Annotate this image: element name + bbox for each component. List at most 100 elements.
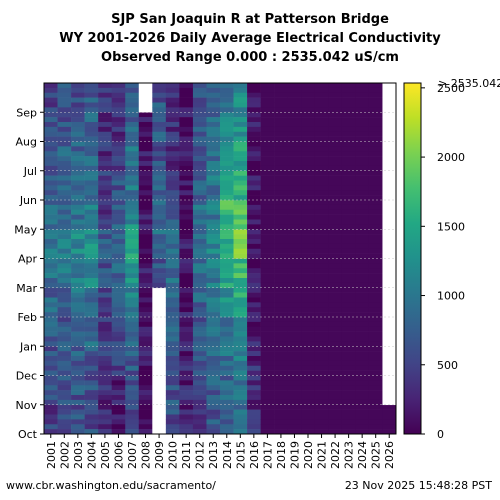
- x-tick-label: 2019: [288, 441, 301, 469]
- heatmap-cell: [192, 258, 207, 289]
- heatmap-cell: [71, 112, 85, 142]
- heatmap-cell: [98, 170, 112, 201]
- heatmap-cell: [165, 141, 180, 172]
- heatmap-cell: [314, 112, 329, 142]
- heatmap-cell: [355, 404, 370, 435]
- heatmap-cell: [220, 229, 234, 259]
- heatmap-cell: [152, 83, 167, 113]
- heatmap-cell: [44, 258, 58, 289]
- heatmap-cell: [314, 83, 329, 113]
- heatmap-cell: [368, 83, 383, 113]
- heatmap-cell: [165, 229, 180, 259]
- heatmap-cell: [287, 200, 302, 230]
- heatmap-cell: [125, 200, 140, 230]
- heatmap-cell: [301, 375, 316, 406]
- heatmap-cell: [125, 141, 140, 172]
- heatmap-cell: [328, 317, 343, 347]
- heatmap-cell: [165, 200, 180, 230]
- heatmap-cell: [368, 200, 383, 230]
- heatmap-cell: [382, 287, 397, 318]
- heatmap-cell: [301, 258, 316, 289]
- heatmap-cell: [57, 141, 72, 172]
- y-tick-label: May: [14, 223, 37, 236]
- heatmap-cell: [247, 229, 261, 259]
- heatmap-cell: [138, 317, 153, 347]
- source-url: www.cbr.washington.edu/sacramento/: [6, 479, 216, 492]
- heatmap-cell: [368, 404, 383, 435]
- heatmap-cell: [233, 112, 248, 142]
- heatmap-cell: [111, 170, 126, 201]
- heatmap-cell: [84, 112, 99, 142]
- heatmap-cell: [206, 287, 221, 318]
- heatmap-cell: [368, 229, 383, 259]
- heatmap-cell: [382, 170, 397, 201]
- heatmap-cell: [301, 346, 316, 376]
- heatmap-grid: [44, 111, 396, 406]
- x-tick-label: 2006: [112, 441, 125, 469]
- heatmap-cell: [179, 258, 194, 289]
- x-tick-label: 2013: [207, 441, 220, 469]
- heatmap-cell: [368, 317, 383, 347]
- heatmap-cell: [98, 83, 112, 113]
- heatmap-cell: [274, 346, 288, 376]
- heatmap-cell: [57, 287, 72, 318]
- heatmap-cell: [57, 404, 72, 435]
- heatmap-cell: [57, 375, 72, 406]
- heatmap-cell: [287, 317, 302, 347]
- heatmap-cell: [44, 112, 58, 142]
- heatmap-cell: [84, 375, 99, 406]
- heatmap-cell: [220, 346, 234, 376]
- heatmap-cell: [260, 258, 275, 289]
- heatmap-cell: [84, 141, 99, 172]
- heatmap-cell: [247, 346, 261, 376]
- heatmap-cell: [382, 112, 397, 142]
- heatmap-cell: [165, 375, 180, 406]
- heatmap-cell: [233, 229, 248, 259]
- heatmap-cell: [233, 375, 248, 406]
- heatmap-cell: [192, 112, 207, 142]
- heatmap-cell: [192, 141, 207, 172]
- heatmap-cell: [233, 346, 248, 376]
- heatmap-cell: [206, 200, 221, 230]
- heatmap-cell: [44, 287, 58, 318]
- heatmap-cell: [355, 170, 370, 201]
- heatmap-cell: [341, 83, 356, 113]
- heatmap-cell: [125, 346, 140, 376]
- heatmap-cell: [57, 346, 72, 376]
- heatmap-cell: [260, 200, 275, 230]
- heatmap-cell: [287, 404, 302, 435]
- heatmap-cell: [314, 287, 329, 318]
- heatmap-cell: [84, 83, 99, 113]
- x-tick-label: 2012: [194, 441, 207, 469]
- y-tick-label: Jun: [19, 194, 37, 207]
- heatmap-cell: [368, 346, 383, 376]
- y-tick-label: Oct: [18, 428, 38, 441]
- heatmap-cell: [125, 112, 140, 142]
- heatmap-cell: [301, 83, 316, 113]
- heatmap-cell: [247, 141, 261, 172]
- heatmap-cell: [206, 258, 221, 289]
- heatmap-cell: [179, 112, 194, 142]
- heatmap-cell: [206, 375, 221, 406]
- heatmap-cell: [206, 229, 221, 259]
- heatmap-cell: [341, 141, 356, 172]
- heatmap-cell: [71, 404, 85, 435]
- heatmap-cell: [287, 170, 302, 201]
- heatmap-cell: [192, 83, 207, 113]
- heatmap-cell: [57, 258, 72, 289]
- x-axis: 2001 2002 2003 2004 2005 2006 2007 2008 2009 2010…: [45, 434, 396, 469]
- heatmap-cell: [314, 229, 329, 259]
- heatmap-cell: [179, 287, 194, 318]
- heatmap-cell: [220, 112, 234, 142]
- heatmap-cell: [260, 112, 275, 142]
- heatmap-cell: [287, 375, 302, 406]
- heatmap-cell: [71, 83, 85, 113]
- heatmap-cell: [341, 200, 356, 230]
- heatmap-cell: [314, 346, 329, 376]
- heatmap-cell: [98, 112, 112, 142]
- heatmap-cell: [125, 258, 140, 289]
- heatmap-cell: [71, 287, 85, 318]
- heatmap-cell: [287, 83, 302, 113]
- heatmap-cell: [247, 83, 261, 113]
- heatmap-cell: [368, 287, 383, 318]
